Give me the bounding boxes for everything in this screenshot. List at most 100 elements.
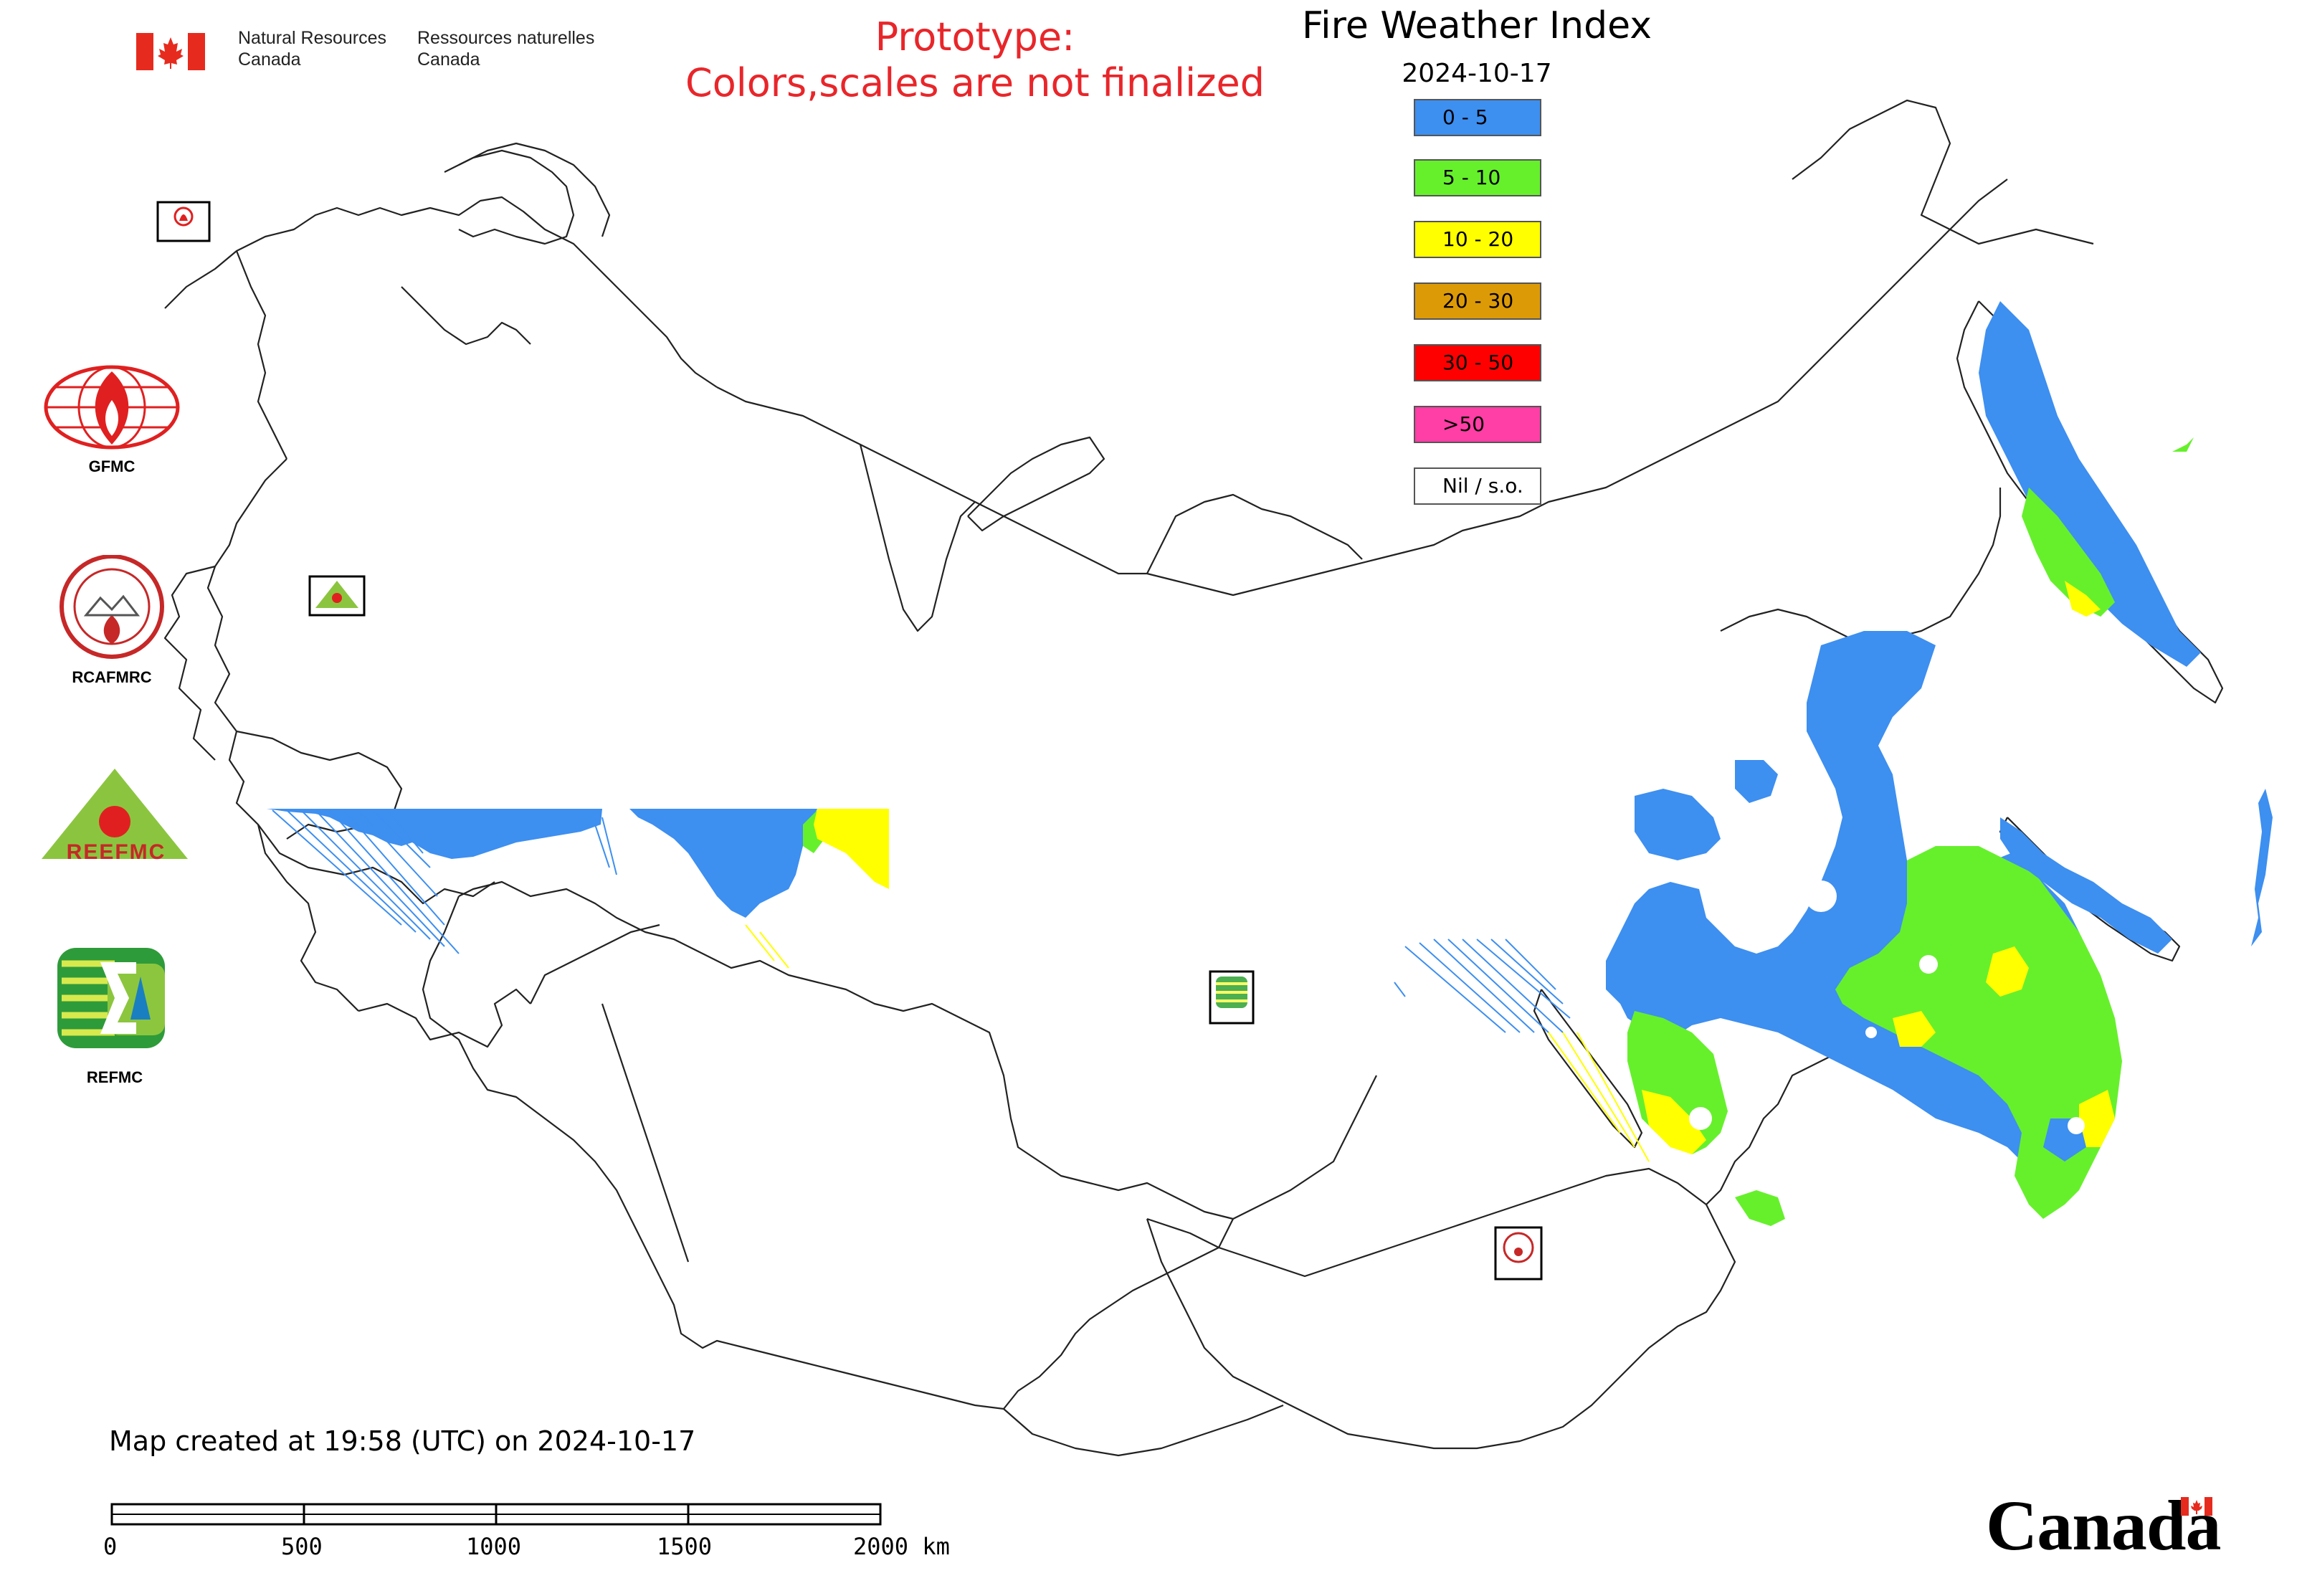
fwi-region-east-yellow-b: [1893, 1011, 1936, 1047]
nrcan-fr: Ressources naturelles Canada: [417, 27, 594, 70]
map-marker-gfmc: [156, 201, 211, 242]
fwi-region-kamchatka-green: [2022, 488, 2115, 617]
border-uzbek: [601, 1003, 690, 1263]
map-marker-reefmc: [308, 575, 366, 617]
coast-svalbard: [458, 142, 611, 237]
fwi-region-west-blue: [267, 809, 602, 859]
legend-item-gt50: >50: [1414, 406, 1541, 443]
maple-leaf-icon: [158, 37, 184, 69]
coast-yamal: [859, 444, 976, 632]
reefmc-logo-text: REEFMC: [66, 840, 166, 864]
coast-chukotka: [1792, 99, 2094, 245]
fwi-streaks-baikal-yellow: [1548, 1032, 1650, 1162]
fwi-hole: [1865, 1027, 1877, 1038]
border-baltic: [163, 565, 216, 761]
canada-wordmark: Canada: [1986, 1484, 2230, 1570]
nrcan-fr-line1: Ressources naturelles: [417, 28, 595, 48]
fwi-region-blob-b: [1735, 760, 1778, 803]
flag-left-bar: [136, 33, 153, 70]
rcafmrc-logo: RCAFMRC: [40, 554, 184, 691]
fwi-region-mid-yellow: [814, 809, 889, 889]
flame-inner: [105, 400, 118, 436]
fwi-hole: [1919, 955, 1938, 974]
rcafmrc-mini-flame: [1514, 1248, 1523, 1256]
prototype-notice: Prototype: Colors,scales are not finaliz…: [660, 14, 1290, 106]
map-markers: [156, 201, 1543, 1281]
border-kazakhstan-north: [458, 880, 1234, 1220]
prototype-line1: Prototype:: [875, 14, 1075, 60]
scale-bar-graphic: [110, 1503, 882, 1526]
fwi-streaks-mid: [745, 924, 789, 969]
scale-label-2000: 2000 km: [853, 1533, 950, 1560]
coast-taimyr: [1146, 493, 1363, 574]
seal-mountain-icon: [83, 594, 141, 617]
gfmc-globe-icon: [44, 365, 180, 450]
border-kyrgyz: [1003, 1404, 1284, 1457]
coast-north: [716, 179, 2008, 597]
map-marker-refmc: [1209, 970, 1255, 1025]
canada-flag-icon: [136, 33, 205, 70]
coast-white-sea: [401, 286, 531, 346]
border-belarus: [236, 730, 403, 840]
legend-label: 0 - 5: [1442, 105, 1488, 129]
fwi-region-kurils: [2251, 789, 2273, 946]
border-west-europe: [206, 458, 359, 1012]
fwi-region-amur-green: [1735, 1190, 1785, 1226]
reefmc-triangle-icon: [42, 769, 188, 859]
border-kazakhstan-south: [1003, 1218, 1234, 1410]
scale-label-0: 0: [103, 1533, 118, 1560]
reefmc-logo: REEFMC: [37, 766, 195, 873]
scale-label-500: 500: [281, 1533, 323, 1560]
legend-item-20-30: 20 - 30: [1414, 282, 1541, 320]
fwi-region-mid-blue: [629, 809, 817, 918]
fwi-hole: [2068, 1117, 2085, 1134]
border-scandinavia: [164, 196, 718, 388]
prototype-line2: Colors,scales are not finalized: [685, 60, 1265, 105]
fwi-hole: [1689, 1107, 1712, 1130]
refmc-tree-icon: [130, 977, 151, 1020]
map-created-note: Map created at 19:58 (UTC) on 2024-10-17: [109, 1425, 696, 1457]
gfmc-label: GFMC: [88, 457, 135, 475]
legend-label: 20 - 30: [1442, 289, 1514, 313]
coast-novaya-zemlya: [967, 436, 1105, 532]
fwi-region-east-yellow-c: [2079, 1090, 2115, 1147]
wordmark-flag-icon: [2181, 1497, 2212, 1516]
border-central-asia-south: [659, 1276, 1004, 1410]
coast-okhotsk: [1720, 488, 2002, 647]
refmc-label: REFMC: [86, 1068, 143, 1086]
seal-flame-icon: [103, 615, 120, 644]
coast-kola: [444, 149, 575, 245]
fwi-streaks-baikal: [1394, 939, 1571, 1033]
scale-label-1500: 1500: [657, 1533, 713, 1560]
fwi-region-kamchatka-yellow: [2065, 581, 2101, 617]
fwi-fills: [267, 301, 2273, 1226]
wm-maple-icon: [2191, 1500, 2202, 1514]
border-kazakh-china: [1232, 1075, 1377, 1220]
scale-label-1000: 1000: [466, 1533, 522, 1560]
fwi-region-east-yellow-a: [1986, 946, 2029, 997]
legend-label: 5 - 10: [1442, 166, 1501, 189]
gfmc-mini-flame: [179, 214, 188, 221]
fwi-region-sakhalin-blue: [2000, 817, 2172, 954]
fwi-hole: [1805, 880, 1837, 912]
legend-item-0-5: 0 - 5: [1414, 99, 1541, 136]
nrcan-en-line2: Canada: [238, 49, 301, 70]
border-ural: [530, 923, 660, 1004]
reefmc-flame-icon: [99, 806, 130, 837]
fwi-holes: [1689, 880, 2085, 1134]
refmc-logo: REFMC: [57, 948, 172, 1091]
rcafmrc-label: RCAFMRC: [72, 668, 152, 686]
wm-flag-left: [2181, 1497, 2189, 1516]
border-mongolia: [1146, 1167, 1736, 1450]
legend-item-10-20: 10 - 20: [1414, 221, 1541, 258]
map-title: Fire Weather Index: [1302, 4, 1652, 47]
flag-right-bar: [188, 33, 205, 70]
fwi-region-kurils-green: [2172, 437, 2194, 452]
refmc-mini-stripes: [1216, 982, 1247, 1002]
legend-label: 10 - 20: [1442, 227, 1514, 251]
border-finland: [235, 250, 287, 460]
fwi-streaks-west: [272, 809, 617, 954]
wm-flag-right: [2205, 1497, 2212, 1516]
refmc-sigma: [100, 962, 136, 1034]
